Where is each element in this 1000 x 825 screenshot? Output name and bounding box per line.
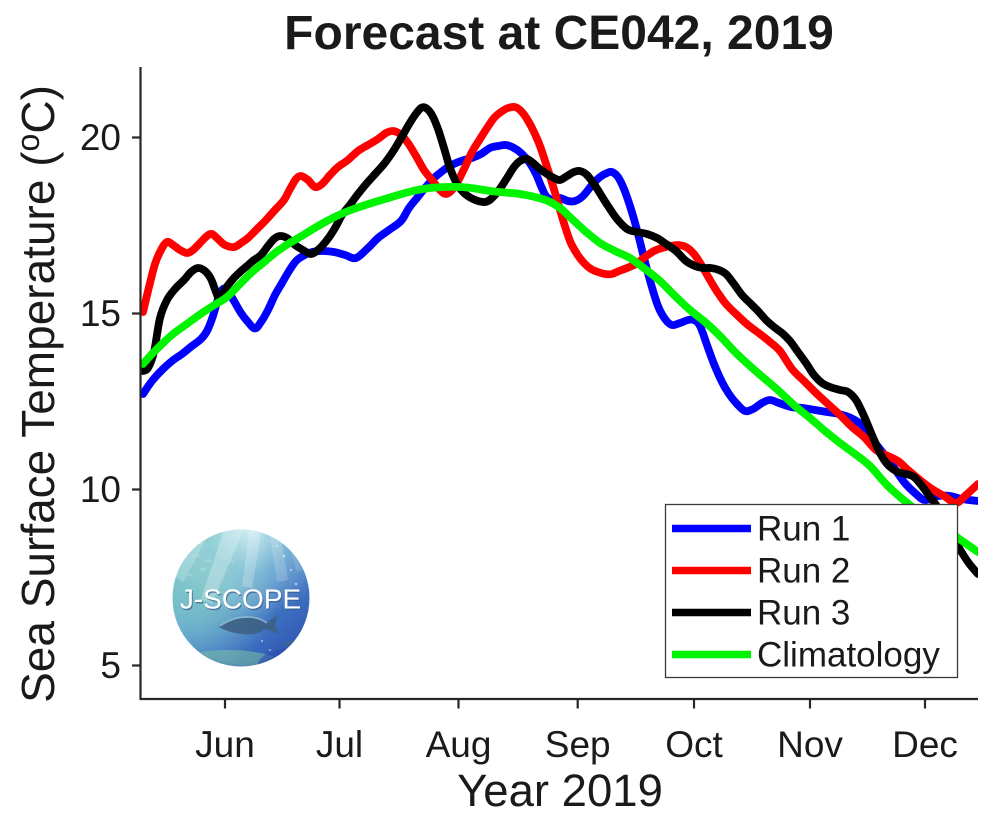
svg-text:Dec: Dec	[892, 724, 958, 765]
svg-text:Climatology: Climatology	[757, 636, 940, 675]
svg-text:Aug: Aug	[426, 724, 492, 765]
svg-text:Jul: Jul	[316, 724, 363, 765]
svg-text:Nov: Nov	[777, 724, 843, 765]
svg-text:15: 15	[80, 293, 121, 334]
svg-text:Run 1: Run 1	[757, 510, 850, 549]
svg-text:Jun: Jun	[195, 724, 255, 765]
svg-text:J-SCOPE: J-SCOPE	[180, 584, 301, 615]
svg-text:20: 20	[80, 117, 121, 158]
svg-text:5: 5	[100, 645, 121, 686]
svg-text:Sep: Sep	[545, 724, 611, 765]
svg-text:Forecast at CE042, 2019: Forecast at CE042, 2019	[284, 7, 834, 60]
svg-text:Run 3: Run 3	[757, 594, 850, 633]
svg-text:Oct: Oct	[665, 724, 723, 765]
svg-text:10: 10	[80, 469, 121, 510]
svg-text:Year 2019: Year 2019	[457, 765, 663, 816]
svg-text:J-SCOPE: J-SCOPE	[181, 585, 302, 616]
svg-text:Run 2: Run 2	[757, 552, 850, 591]
svg-text:Sea Surface Temperature (oC): Sea Surface Temperature (oC)	[10, 85, 64, 703]
